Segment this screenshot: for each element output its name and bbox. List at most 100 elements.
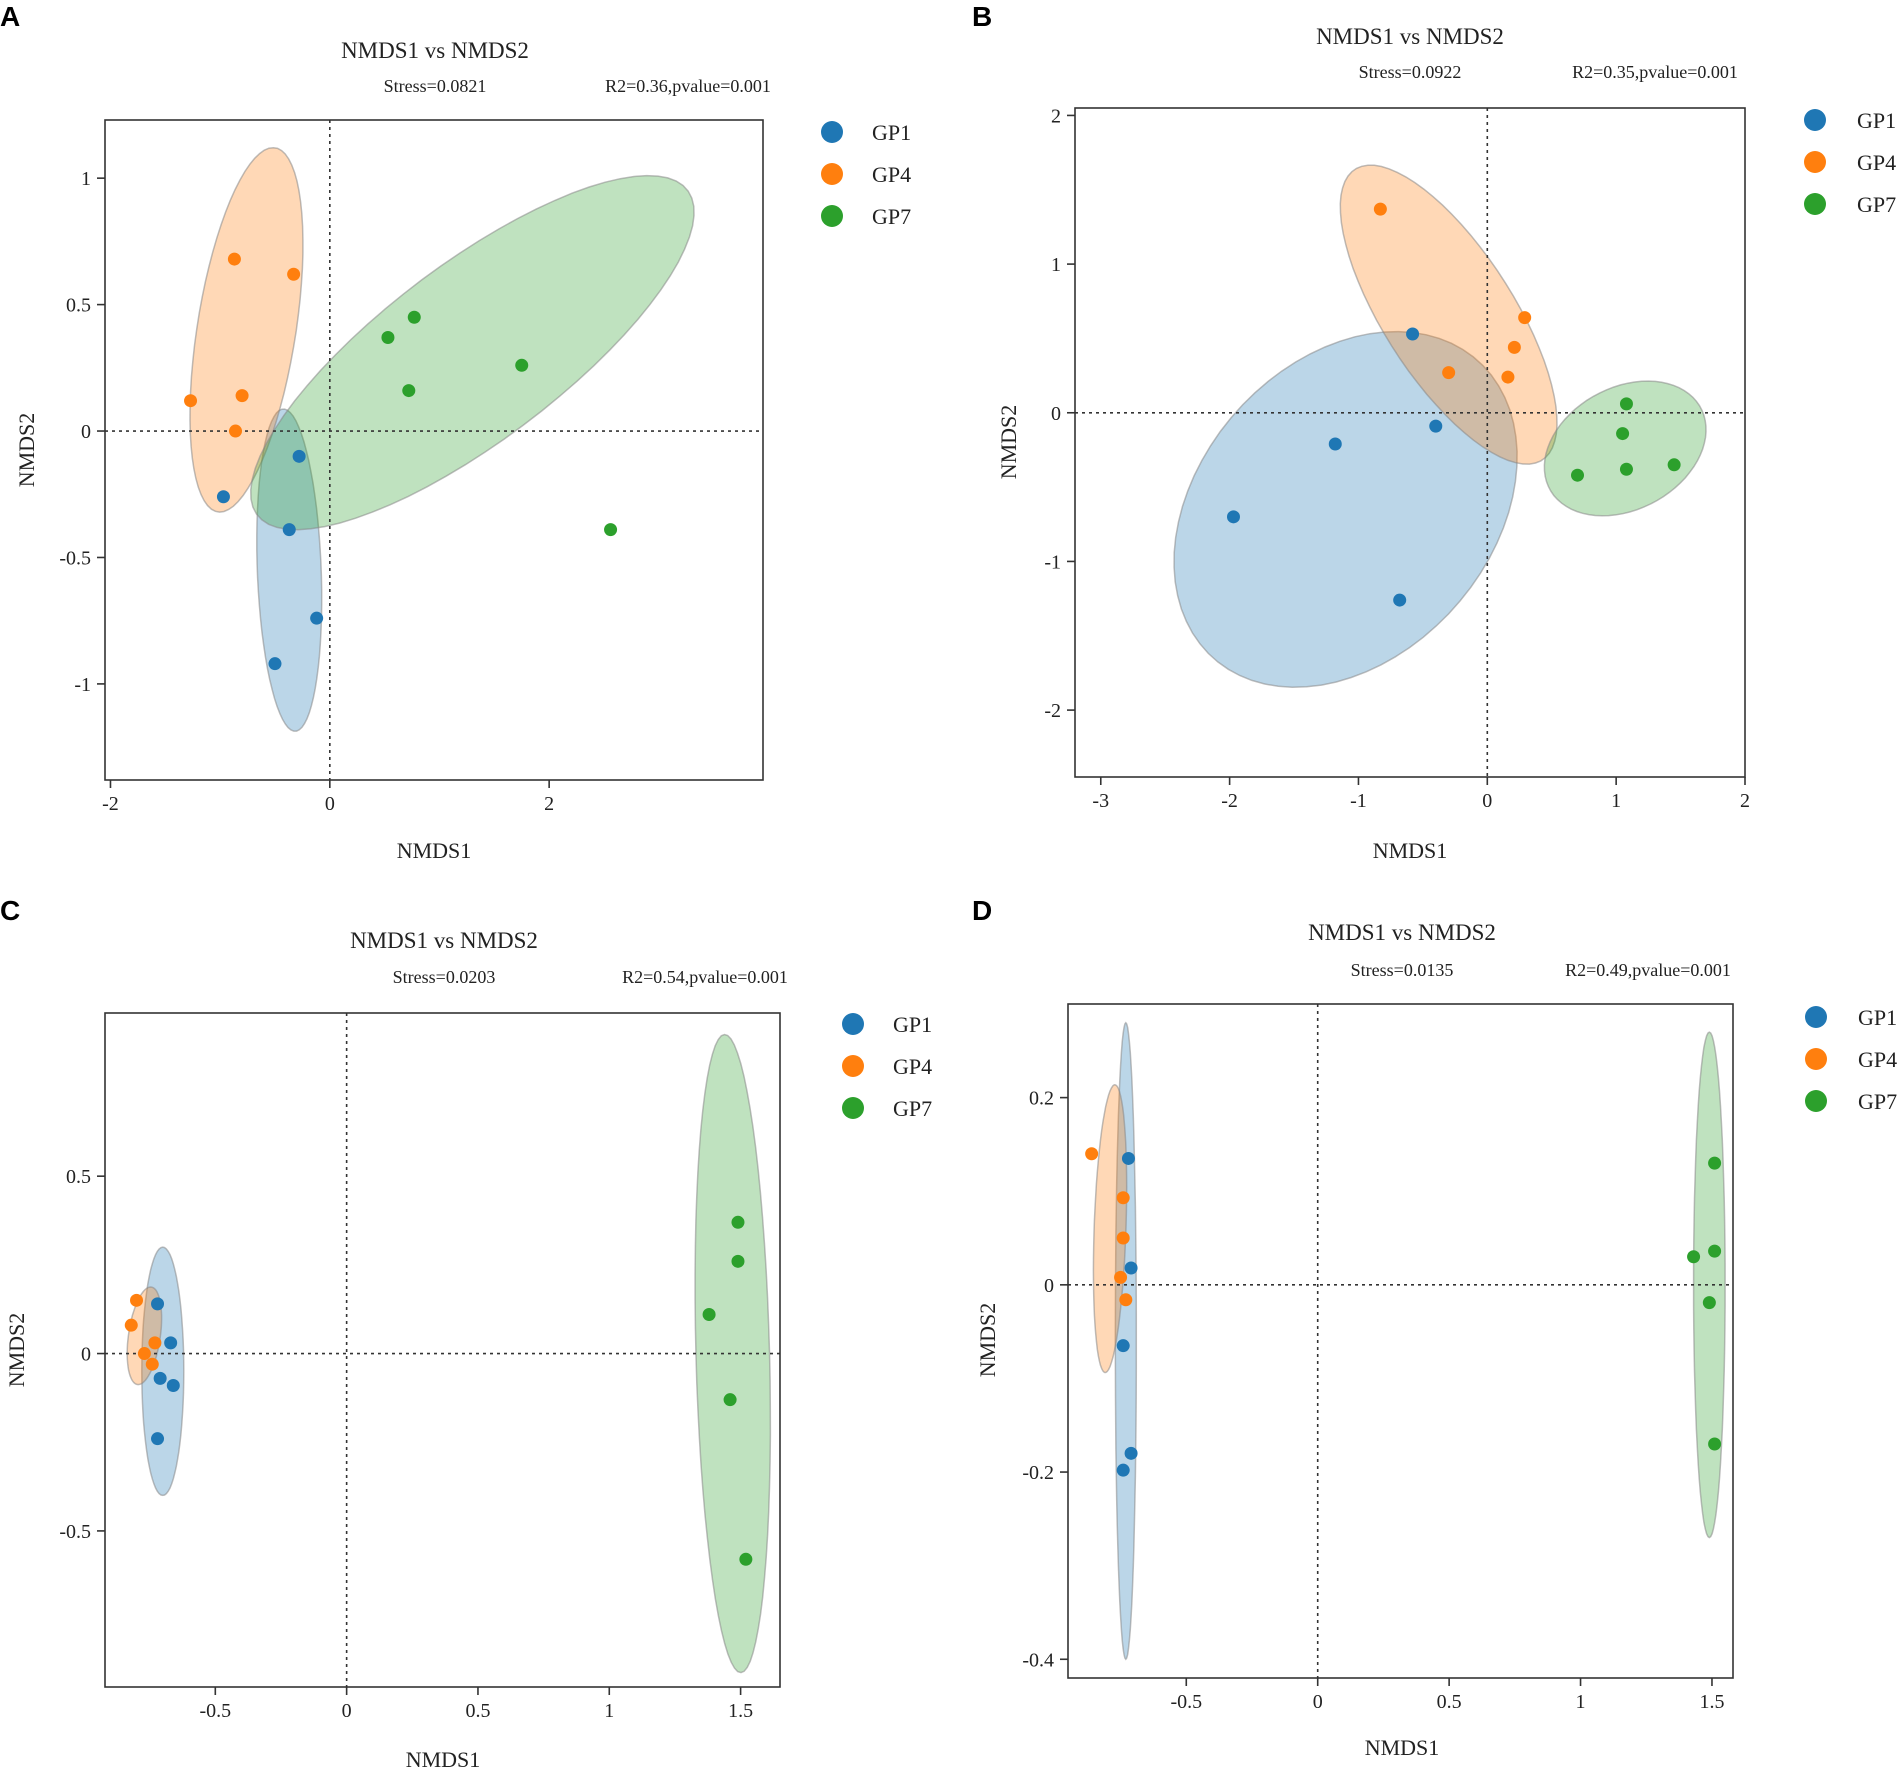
- data-point-gp4: [1518, 311, 1532, 325]
- data-point-gp7: [381, 330, 395, 344]
- ellipse-layer: [1173, 164, 1707, 688]
- legend-marker-gp1: [842, 1013, 864, 1035]
- data-point-gp7: [1708, 1156, 1722, 1170]
- data-point-gp4: [148, 1336, 162, 1350]
- data-point-gp4: [1116, 1191, 1130, 1205]
- panel-letter: A: [0, 1, 20, 32]
- y-tick-label: -1: [74, 674, 91, 696]
- x-axis-label: NMDS1: [1373, 838, 1448, 863]
- plot-frame: [1074, 107, 1746, 778]
- data-point-gp7: [1687, 1250, 1701, 1264]
- legend-label-gp4: GP4: [872, 162, 911, 187]
- nmds-panel-c: C NMDS1 vs NMDS2 Stress=0.0203 R2=0.54,pval…: [0, 895, 932, 1772]
- confidence-ellipse-gp4: [189, 146, 304, 513]
- panel-letter: B: [972, 1, 992, 32]
- legend-marker-gp7: [1805, 1090, 1827, 1112]
- nmds-panel-d: D NMDS1 vs NMDS2 Stress=0.0135 R2=0.49,pval…: [972, 895, 1897, 1760]
- legend-marker-gp1: [821, 121, 843, 143]
- plot-frame: [104, 119, 764, 781]
- confidence-ellipse-gp1: [256, 408, 323, 732]
- x-tick-label: 0.5: [465, 1700, 490, 1722]
- legend-marker-gp1: [1805, 1006, 1827, 1028]
- confidence-ellipse-gp7: [1543, 380, 1707, 517]
- y-axis-label: NMDS2: [4, 1313, 29, 1388]
- data-point-gp7: [1571, 468, 1584, 482]
- legend-label-gp7: GP7: [872, 204, 911, 229]
- data-point-gp1: [1406, 327, 1420, 341]
- data-point-gp1: [292, 449, 306, 463]
- legend-marker-gp4: [821, 163, 843, 185]
- legend-marker-gp1: [1804, 109, 1826, 131]
- y-tick-label: 1: [1051, 254, 1061, 276]
- y-tick-label: 0: [81, 421, 91, 443]
- data-point-gp1: [1124, 1446, 1138, 1460]
- data-point-gp7: [1708, 1437, 1722, 1451]
- data-point-gp1: [1124, 1261, 1138, 1275]
- x-tick-label: 1: [1611, 790, 1621, 812]
- legend-marker-gp4: [1804, 151, 1826, 173]
- legend-marker-gp7: [821, 205, 843, 227]
- stress-label: Stress=0.0922: [1359, 62, 1462, 82]
- y-tick-label: 0.5: [66, 1166, 91, 1188]
- data-point-gp4: [1119, 1293, 1133, 1307]
- x-axis-label: NMDS1: [397, 838, 472, 863]
- data-point-gp7: [1667, 458, 1681, 472]
- y-tick-label: -2: [1044, 700, 1061, 722]
- data-point-gp1: [166, 1378, 180, 1392]
- chart-title: NMDS1 vs NMDS2: [1308, 920, 1496, 945]
- data-point-gp7: [604, 523, 618, 537]
- nmds-panel-b: B NMDS1 vs NMDS2 Stress=0.0922 R2=0.35,pval…: [972, 1, 1896, 863]
- stress-label: Stress=0.0135: [1351, 960, 1454, 980]
- data-point-gp1: [1121, 1151, 1135, 1165]
- legend-label-gp4: GP4: [1857, 150, 1896, 175]
- y-tick-label: 0.5: [66, 295, 91, 317]
- data-point-gp7: [402, 384, 416, 398]
- chart-title: NMDS1 vs NMDS2: [1316, 24, 1504, 49]
- panel-letter: C: [0, 895, 20, 926]
- legend: GP1 GP4 GP7: [1805, 1005, 1897, 1114]
- x-tick-label: -0.5: [1170, 1691, 1202, 1713]
- x-tick-label: 1.5: [728, 1700, 753, 1722]
- data-point-gp1: [1116, 1463, 1130, 1477]
- chart-title: NMDS1 vs NMDS2: [350, 928, 538, 953]
- data-point-gp1: [164, 1336, 178, 1350]
- x-tick-label: -3: [1092, 790, 1109, 812]
- legend-marker-gp4: [1805, 1048, 1827, 1070]
- data-point-gp7: [702, 1308, 716, 1322]
- legend-label-gp1: GP1: [1858, 1005, 1897, 1030]
- data-point-gp1: [216, 490, 230, 504]
- y-tick-label: -1: [1044, 551, 1061, 573]
- data-point-gp7: [731, 1215, 745, 1229]
- data-point-gp4: [1114, 1270, 1128, 1284]
- y-axis-label: NMDS2: [996, 405, 1021, 480]
- stress-label: Stress=0.0203: [393, 967, 496, 987]
- y-tick-label: 0: [1051, 403, 1061, 425]
- data-point-gp4: [1116, 1231, 1130, 1245]
- y-tick-label: 2: [1051, 105, 1061, 127]
- data-point-gp1: [1429, 419, 1443, 433]
- x-axis-label: NMDS1: [1365, 1735, 1440, 1760]
- plot-frame: [104, 1012, 781, 1688]
- y-axis-label: NMDS2: [975, 1303, 1000, 1378]
- data-point-gp4: [137, 1347, 151, 1361]
- data-point-gp4: [184, 394, 198, 408]
- data-point-gp1: [1328, 437, 1342, 451]
- legend-label-gp4: GP4: [1858, 1047, 1897, 1072]
- data-point-gp4: [229, 424, 243, 438]
- data-point-gp1: [282, 523, 296, 537]
- x-tick-label: 0.5: [1437, 1691, 1462, 1713]
- legend-label-gp4: GP4: [893, 1054, 932, 1079]
- data-point-gp7: [1619, 462, 1633, 476]
- x-tick-label: 2: [544, 793, 554, 815]
- data-point-gp7: [1702, 1296, 1716, 1310]
- y-tick-label: -0.2: [1022, 1462, 1054, 1484]
- data-point-gp4: [1373, 202, 1387, 216]
- legend-marker-gp7: [1804, 193, 1826, 215]
- x-tick-label: 0: [342, 1700, 352, 1722]
- stats-label: R2=0.36,pvalue=0.001: [605, 76, 771, 96]
- stats-label: R2=0.49,pvalue=0.001: [1565, 960, 1731, 980]
- legend-label-gp7: GP7: [1858, 1089, 1897, 1114]
- legend-label-gp1: GP1: [893, 1012, 932, 1037]
- confidence-ellipse-gp7: [250, 174, 695, 531]
- legend-label-gp7: GP7: [1857, 192, 1896, 217]
